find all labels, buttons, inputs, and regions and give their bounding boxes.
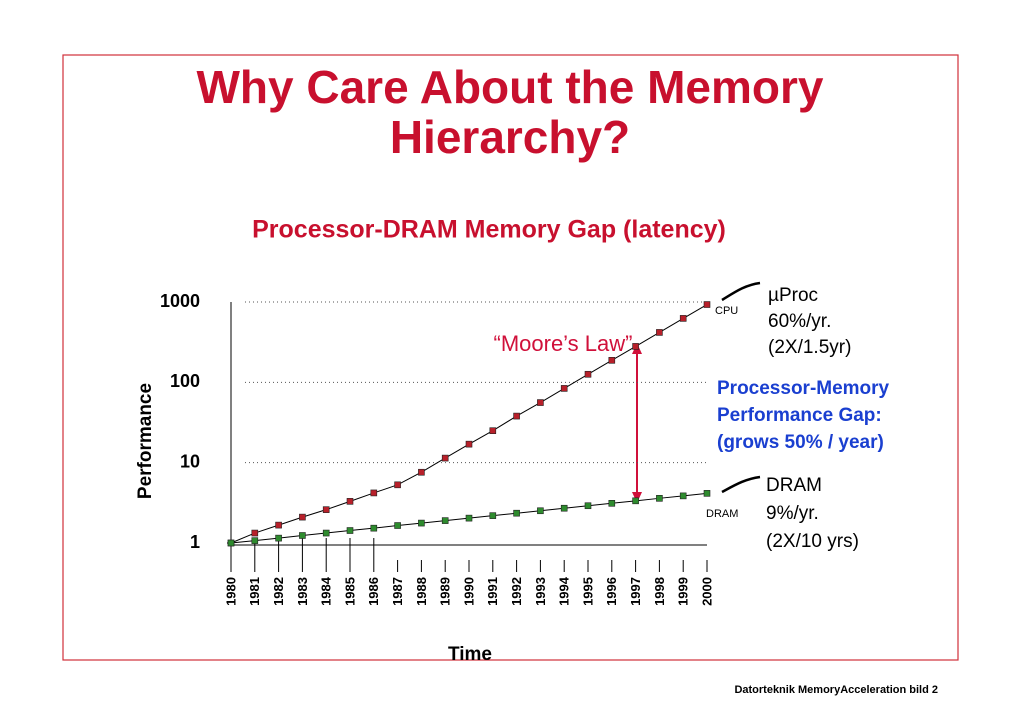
data-point <box>322 529 330 537</box>
y-tick-label: 1 <box>190 532 200 552</box>
x-tick-label: 1999 <box>676 577 691 606</box>
data-point <box>275 534 282 542</box>
cpu-pointer <box>721 281 761 302</box>
gap-arrow-head <box>632 492 642 503</box>
data-point <box>251 529 259 537</box>
x-tick-label: 1993 <box>533 577 548 606</box>
data-point <box>346 527 354 534</box>
data-point <box>679 315 687 322</box>
data-point <box>346 498 354 505</box>
x-tick-label: 1987 <box>390 577 405 606</box>
data-point <box>632 497 639 505</box>
chart-title: Why Care About the Memory Hierarchy? <box>196 62 824 163</box>
x-tick-label: 2000 <box>699 577 714 606</box>
data-point <box>322 506 330 513</box>
data-point <box>418 468 425 476</box>
x-tick-label: 1998 <box>652 577 667 606</box>
data-point <box>251 537 259 544</box>
gap-note: Processor-Memory <box>717 378 890 399</box>
x-tick-label: 1985 <box>342 577 357 606</box>
data-point <box>632 343 639 350</box>
legend-label: DRAM <box>706 508 738 520</box>
data-point <box>418 519 425 527</box>
x-tick-label: 1991 <box>485 577 500 606</box>
x-tick-label: 1983 <box>295 577 310 606</box>
x-tick-label: 1996 <box>604 577 619 606</box>
gap-note: (grows 50% / year) <box>717 432 884 453</box>
x-tick-label: 1990 <box>461 577 476 606</box>
footer: Datorteknik MemoryAcceleration bild 2 <box>734 684 938 696</box>
x-tick-label: 1988 <box>414 577 429 606</box>
series-line <box>230 304 708 544</box>
cpu-note: (2X/1.5yr) <box>768 337 851 358</box>
legend-label: CPU <box>715 305 738 317</box>
data-point <box>560 385 568 392</box>
data-point <box>560 504 568 512</box>
data-point <box>656 329 663 336</box>
x-tick-label: 1982 <box>271 577 286 606</box>
data-point <box>465 440 473 448</box>
y-tick-label: 10 <box>180 451 200 471</box>
data-point <box>370 489 378 497</box>
data-point <box>489 427 497 434</box>
y-axis-label: Performance <box>135 383 156 499</box>
y-tick-label: 1000 <box>160 291 200 311</box>
x-axis-label: Time <box>448 644 492 665</box>
data-point <box>299 532 306 539</box>
title-box: Why Care About the Memory Hierarchy? <box>196 62 824 163</box>
x-tick-label: 1997 <box>628 577 643 606</box>
data-point <box>537 507 544 515</box>
data-point <box>584 370 592 378</box>
data-point <box>441 517 449 524</box>
x-tick-label: 1994 <box>557 576 572 606</box>
data-point <box>441 454 449 462</box>
dram-note: DRAM <box>766 475 822 496</box>
data-point <box>608 500 616 507</box>
chart-subtitle: Processor-DRAM Memory Gap (latency) <box>252 216 726 244</box>
dram-pointer <box>721 475 761 494</box>
moore-label: “Moore’s Law” <box>494 331 633 356</box>
cpu-note: 60%/yr. <box>768 311 831 332</box>
data-point <box>299 513 306 521</box>
data-point <box>513 412 520 420</box>
data-point <box>703 301 711 308</box>
data-point <box>394 522 401 529</box>
data-point <box>679 492 687 500</box>
x-tick-label: 1981 <box>247 577 262 606</box>
gap-note: Performance Gap: <box>717 405 882 426</box>
y-tick-label: 100 <box>170 371 200 391</box>
x-tick-label: 1986 <box>366 577 381 606</box>
slide-border <box>62 54 959 661</box>
data-point <box>275 521 282 529</box>
x-tick-label: 1980 <box>223 577 238 606</box>
data-point <box>489 512 497 519</box>
data-point <box>656 495 663 502</box>
data-point <box>703 490 711 497</box>
x-tick-label: 1984 <box>319 576 334 606</box>
data-point <box>584 502 592 510</box>
dram-note: (2X/10 yrs) <box>766 531 859 552</box>
x-tick-label: 1989 <box>438 577 453 606</box>
data-point <box>537 399 544 406</box>
data-point <box>370 524 378 532</box>
data-point <box>394 481 401 489</box>
data-point <box>513 509 520 517</box>
x-tick-label: 1992 <box>509 577 524 606</box>
data-point <box>465 514 473 522</box>
cpu-note: µProc <box>768 285 818 306</box>
dram-note: 9%/yr. <box>766 503 819 524</box>
data-point <box>608 357 616 364</box>
data-point <box>227 539 235 547</box>
x-tick-label: 1995 <box>580 577 595 606</box>
